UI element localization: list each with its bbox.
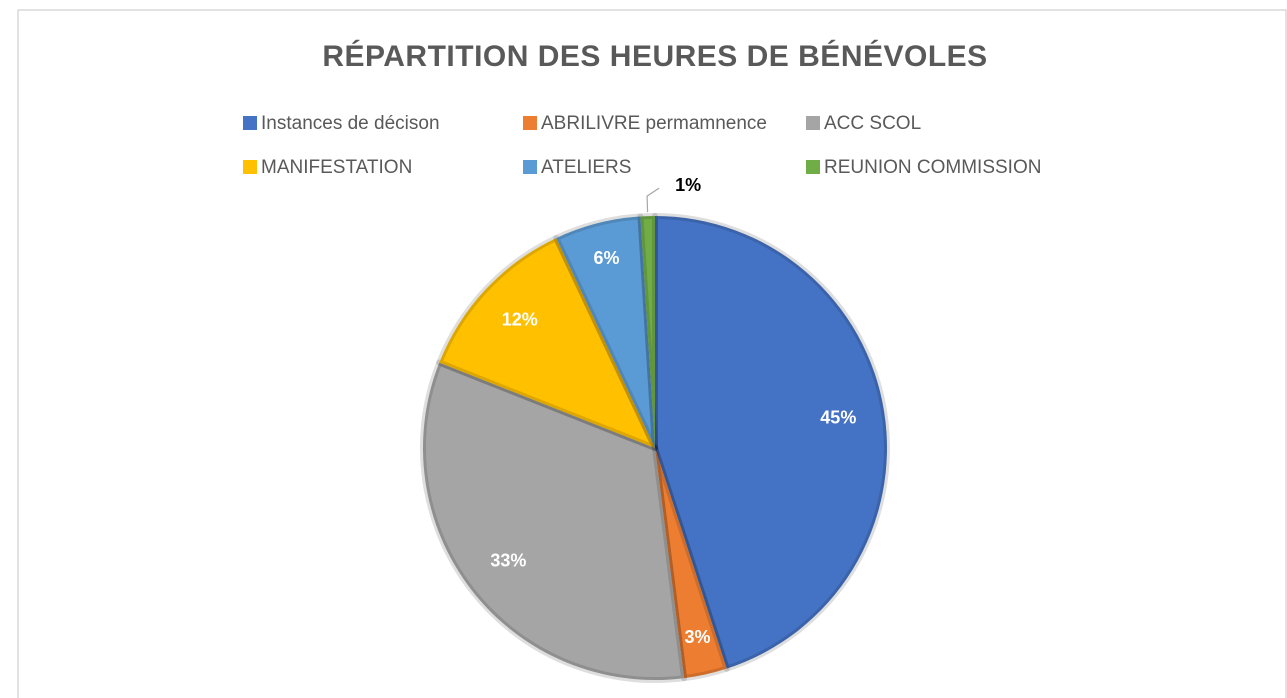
- legend-label: MANIFESTATION: [261, 157, 412, 178]
- data-label: 1%: [675, 175, 701, 195]
- legend-label: REUNION COMMISSION: [824, 157, 1041, 178]
- legend-swatch: [523, 160, 537, 174]
- legend-swatch: [243, 116, 257, 130]
- data-label: 6%: [594, 248, 620, 268]
- pie-slice: [553, 213, 658, 451]
- pie-slice: [637, 213, 658, 451]
- pie-slice: [652, 445, 730, 682]
- legend-swatch: [806, 160, 820, 174]
- legend-swatch: [243, 160, 257, 174]
- data-label: 33%: [490, 551, 526, 571]
- legend-label: ACC SCOL: [824, 113, 921, 134]
- legend-label: ABRILIVRE permamnence: [541, 113, 767, 134]
- chart-title: RÉPARTITION DES HEURES DE BÉNÉVOLES: [322, 39, 987, 73]
- data-label: 12%: [502, 310, 538, 330]
- legend-label: Instances de décison: [261, 113, 440, 134]
- legend-label: ATELIERS: [541, 157, 631, 178]
- pie-slice: [436, 235, 658, 451]
- legend-swatch: [806, 116, 820, 130]
- leader-line: [646, 187, 660, 213]
- data-label: 3%: [685, 627, 711, 647]
- pie-slice: [420, 359, 688, 683]
- legend-swatch: [523, 116, 537, 130]
- pie-slice: [652, 213, 890, 672]
- data-label: 45%: [820, 408, 856, 428]
